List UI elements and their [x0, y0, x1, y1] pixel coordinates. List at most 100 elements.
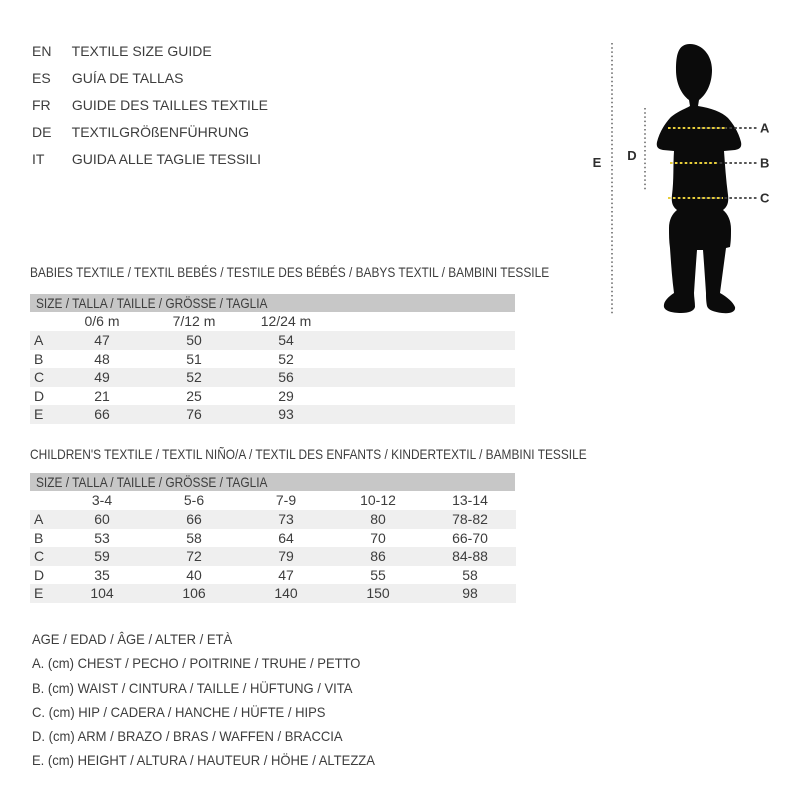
legend-age-line: AGE / EDAD / ÂGE / ALTER / ETÀ [32, 627, 401, 651]
legend-item-height: E. (cm) HEIGHT / ALTURA / HAUTEUR / HÖHE… [32, 748, 401, 772]
children-value-cell: 66 [186, 511, 202, 527]
legend-chest-text: A. (cm) CHEST / PECHO / POITRINE / TRUHE… [32, 655, 361, 672]
babies-row-label: B [34, 350, 44, 367]
children-value-cell: 80 [370, 511, 386, 527]
children-value-cell: 53 [94, 529, 110, 546]
lang-row-fr: FR GUIDE DES TAILLES TEXTILE [32, 92, 268, 119]
lang-row-it: IT GUIDA ALLE TAGLIE TESSILI [32, 146, 268, 173]
babies-filler-cell [332, 331, 515, 350]
babies-table-row: E 66 76 93 [30, 405, 515, 424]
babies-filler-cell [332, 368, 515, 387]
babies-value-cell: 29 [278, 387, 294, 404]
children-size-table: 3-4 5-6 7-9 10-12 13-14 A 60 66 73 80 78-82 B 53 58 6… [30, 491, 516, 603]
lang-code: IT [32, 151, 45, 167]
lang-code: DE [32, 124, 52, 140]
figure-label-b: B [760, 156, 769, 171]
babies-row-label: A [34, 332, 44, 348]
children-value-cell: 73 [278, 511, 294, 527]
children-size-bar-text: SIZE / TALLA / TAILLE / GRÖSSE / TAGLIA [36, 474, 268, 490]
babies-corner-cell [30, 312, 56, 331]
children-section-title: CHILDREN'S TEXTILE / TEXTIL NIÑO/A / TEX… [30, 446, 685, 462]
babies-value-cell: 52 [278, 350, 294, 367]
legend-item-hip: C. (cm) HIP / CADERA / HANCHE / HÜFTE / … [32, 700, 401, 724]
children-value-cell: 64 [278, 529, 294, 546]
babies-filler-cell [332, 387, 515, 406]
child-silhouette [656, 44, 742, 314]
babies-row-label: D [34, 387, 45, 404]
children-value-cell: 59 [94, 548, 110, 564]
babies-value-cell: 54 [278, 332, 294, 348]
measurement-figure: A B C D E [593, 43, 770, 315]
children-column-header: 5-6 [183, 492, 205, 508]
legend-waist-text: B. (cm) WAIST / CINTURA / TAILLE / HÜFTU… [32, 679, 353, 696]
lang-code: ES [32, 70, 51, 86]
babies-value-cell: 93 [278, 406, 294, 422]
babies-column-header: 12/24 m [260, 313, 312, 329]
children-value-cell: 72 [186, 548, 202, 564]
children-section-title-text: CHILDREN'S TEXTILE / TEXTIL NIÑO/A / TEX… [30, 446, 587, 462]
figure-label-e: E [593, 155, 602, 170]
children-value-cell: 58 [186, 529, 202, 546]
babies-filler-cell [332, 405, 515, 424]
lang-title: GUIDE DES TAILLES TEXTILE [71, 97, 268, 113]
babies-value-cell: 21 [94, 387, 110, 404]
babies-column-header: 7/12 m [172, 313, 216, 329]
children-corner-cell [30, 491, 56, 510]
children-value-cell: 40 [186, 566, 202, 583]
babies-table-row: B 48 51 52 [30, 350, 515, 369]
children-value-cell: 58 [462, 566, 478, 583]
language-title-list: EN TEXTILE SIZE GUIDE ES GUÍA DE TALLAS … [32, 38, 268, 173]
figure-label-a: A [760, 121, 770, 136]
children-row-label: D [34, 566, 45, 583]
legend-item-chest: A. (cm) CHEST / PECHO / POITRINE / TRUHE… [32, 651, 401, 675]
children-table-row: C 59 72 79 86 84-88 [30, 547, 516, 566]
lang-code: EN [32, 43, 52, 59]
babies-table-row: C 49 52 56 [30, 368, 515, 387]
children-table-row: E 104 106 140 150 98 [30, 584, 516, 603]
children-table-row: A 60 66 73 80 78-82 [30, 510, 516, 529]
babies-filler-cell [332, 350, 515, 369]
babies-header-row: 0/6 m 7/12 m 12/24 m [30, 312, 515, 331]
children-table-row: D 35 40 47 55 58 [30, 566, 516, 585]
figure-label-d: D [627, 148, 636, 163]
children-value-cell: 106 [182, 585, 206, 601]
babies-section-title: BABIES TEXTILE / TEXTIL BEBÉS / TESTILE … [30, 264, 641, 280]
children-value-cell: 35 [94, 566, 110, 583]
lang-code: FR [32, 97, 51, 113]
children-header-row: 3-4 5-6 7-9 10-12 13-14 [30, 491, 516, 510]
children-value-cell: 150 [366, 585, 390, 601]
children-value-cell: 140 [274, 585, 298, 601]
children-value-cell: 55 [370, 566, 386, 583]
lang-row-es: ES GUÍA DE TALLAS [32, 65, 268, 92]
children-value-cell: 47 [278, 566, 294, 583]
legend-item-arm: D. (cm) ARM / BRAZO / BRAS / WAFFEN / BR… [32, 724, 401, 748]
children-row-label: A [34, 511, 44, 527]
babies-value-cell: 49 [94, 369, 110, 385]
babies-value-cell: 47 [94, 332, 110, 348]
babies-value-cell: 25 [186, 387, 202, 404]
babies-value-cell: 56 [278, 369, 294, 385]
lang-row-de: DE TEXTILGRÖßENFÜHRUNG [32, 119, 268, 146]
babies-size-bar: SIZE / TALLA / TAILLE / GRÖSSE / TAGLIA [30, 294, 515, 312]
babies-table-row: A 47 50 54 [30, 331, 515, 350]
children-value-cell: 86 [370, 548, 386, 564]
children-value-cell: 78-82 [452, 511, 488, 527]
babies-section-title-text: BABIES TEXTILE / TEXTIL BEBÉS / TESTILE … [30, 264, 550, 280]
children-column-header: 13-14 [452, 492, 488, 508]
legend-arm-text: D. (cm) ARM / BRAZO / BRAS / WAFFEN / BR… [32, 728, 343, 745]
figure-label-c: C [760, 191, 770, 206]
children-row-label: B [34, 529, 44, 546]
lang-title: GUÍA DE TALLAS [71, 70, 184, 86]
children-table-row: B 53 58 64 70 66-70 [30, 529, 516, 548]
children-column-header: 10-12 [360, 492, 396, 508]
babies-value-cell: 51 [186, 350, 202, 367]
babies-table-row: D 21 25 29 [30, 387, 515, 406]
children-value-cell: 66-70 [452, 529, 488, 546]
children-row-label: E [34, 585, 44, 601]
babies-value-cell: 50 [186, 332, 202, 348]
babies-column-header: 0/6 m [84, 313, 120, 329]
legend-hip-text: C. (cm) HIP / CADERA / HANCHE / HÜFTE / … [32, 703, 326, 720]
babies-value-cell: 52 [186, 369, 202, 385]
children-row-label: C [34, 548, 45, 564]
